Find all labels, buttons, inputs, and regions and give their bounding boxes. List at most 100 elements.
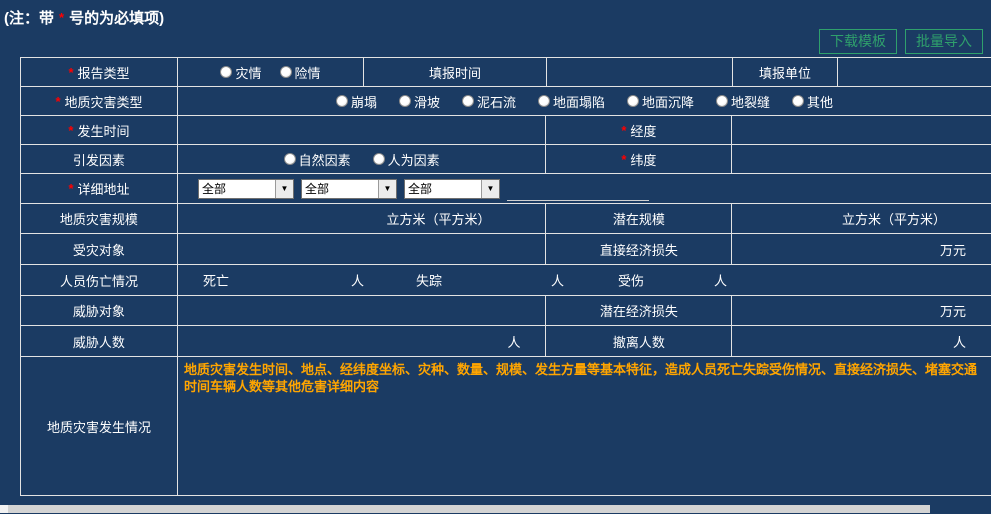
required-asterisk: * [621,122,627,138]
address-controls-cell: 全部 ▼ 全部 ▼ 全部 ▼ [178,174,991,203]
province-select[interactable]: 全部 ▼ [198,178,294,199]
affected-object-value-cell[interactable] [178,234,547,264]
scrollbar-corner [0,505,8,513]
latitude-label-cell: * 纬度 [546,145,733,173]
address-label-cell: * 详细地址 [21,174,178,203]
evacuated-count-unit: 人 [952,334,966,350]
row-trigger-factor: 引发因素 自然因素 人为因素 * 纬度 [21,145,991,174]
radio-icon[interactable] [335,95,348,107]
fill-time-label-cell: 填报时间 [364,58,547,86]
radio-option-natural[interactable]: 自然因素 [283,150,351,169]
longitude-label: 经度 [630,123,657,139]
note-suffix: 号的为必填项) [69,10,165,27]
radio-option-debris-flow[interactable]: 泥石流 [461,92,516,111]
radio-label: 地面沉降 [642,94,695,110]
radio-label: 滑坡 [413,94,440,110]
disaster-scale-value-cell[interactable]: 立方米（平方米） [178,204,547,233]
radio-icon[interactable] [220,66,233,78]
radio-icon[interactable] [716,95,729,107]
radio-label: 地面塌陷 [552,94,605,110]
radio-option-human[interactable]: 人为因素 [372,150,440,169]
occurrence-hint-text: 地质灾害发生时间、地点、经纬度坐标、灾种、数量、规模、发生方量等基本特征，造成人… [184,362,978,394]
potential-loss-value-cell[interactable]: 万元 [732,296,991,325]
report-form-table: * 报告类型 灾情 险情 填报时间 填报单位 [20,57,991,496]
county-select[interactable]: 全部 ▼ [404,178,500,199]
evacuated-count-label: 撤离人数 [612,334,665,350]
threat-count-value-cell[interactable]: 人 [178,326,547,356]
radio-option-danger[interactable]: 险情 [279,63,321,82]
horizontal-scrollbar[interactable] [8,505,930,513]
row-address: * 详细地址 全部 ▼ 全部 ▼ 全部 ▼ [21,174,991,204]
required-fields-note: (注：带 * 号的为必填项) [4,7,164,28]
evacuated-count-value-cell[interactable]: 人 [732,326,991,356]
radio-label: 地裂缝 [731,94,771,110]
radio-option-collapse[interactable]: 崩塌 [335,92,377,111]
threat-object-value-cell[interactable] [178,296,547,325]
row-casualties: 人员伤亡情况 死亡 人 失踪 人 受伤 人 [21,265,991,296]
address-detail-input[interactable] [507,182,649,201]
evacuated-count-label-cell: 撤离人数 [546,326,733,356]
fill-unit-label: 填报单位 [758,65,811,81]
download-template-button[interactable]: 下载模板 [819,29,897,54]
row-disaster-type: * 地质灾害类型 崩塌 滑坡 泥石流 地面塌陷 [21,87,991,116]
chevron-down-icon: ▼ [275,179,293,198]
required-asterisk: * [68,122,74,138]
row-threat-object: 威胁对象 潜在经济损失 万元 [21,296,991,326]
toolbar: 下载模板 批量导入 [819,29,983,54]
potential-scale-label: 潜在规模 [612,212,665,227]
occur-time-label-cell: * 发生时间 [21,116,178,144]
radio-icon[interactable] [792,95,805,107]
affected-object-label-cell: 受灾对象 [21,234,178,264]
radio-option-other[interactable]: 其他 [792,92,833,111]
potential-scale-label-cell: 潜在规模 [546,204,733,233]
disaster-type-label: 地质灾害类型 [64,94,143,110]
occurrence-textarea-cell[interactable]: 地质灾害发生时间、地点、经纬度坐标、灾种、数量、规模、发生方量等基本特征，造成人… [178,357,991,495]
radio-option-disaster[interactable]: 灾情 [220,63,262,82]
row-threat-count: 威胁人数 人 撤离人数 人 [21,326,991,357]
city-select[interactable]: 全部 ▼ [301,178,397,199]
radio-icon[interactable] [537,95,550,107]
occurrence-label-cell: 地质灾害发生情况 [21,357,178,495]
occur-time-value-cell[interactable] [178,116,547,144]
radio-icon[interactable] [461,95,474,107]
latitude-value-cell[interactable] [732,145,991,173]
radio-label: 其他 [807,94,834,110]
radio-option-ground-fissure[interactable]: 地裂缝 [716,92,770,111]
radio-option-ground-collapse[interactable]: 地面塌陷 [537,92,605,111]
radio-icon[interactable] [398,95,411,107]
potential-scale-value-cell[interactable]: 立方米（平方米） [732,204,991,233]
radio-label: 崩塌 [350,94,377,110]
select-value: 全部 [202,182,227,196]
radio-label: 险情 [294,65,321,81]
radio-icon[interactable] [372,153,385,165]
radio-option-landslide[interactable]: 滑坡 [398,92,440,111]
disaster-scale-label-cell: 地质灾害规模 [21,204,178,233]
casualties-fields-cell[interactable]: 死亡 人 失踪 人 受伤 人 [178,265,991,295]
fill-unit-value-cell[interactable] [838,58,991,86]
occur-time-label: 发生时间 [77,123,130,139]
longitude-value-cell[interactable] [732,116,991,144]
potential-loss-label: 潜在经济损失 [599,304,678,319]
radio-option-ground-subsidence[interactable]: 地面沉降 [627,92,694,111]
batch-import-button[interactable]: 批量导入 [905,29,983,54]
fill-time-value-cell[interactable] [547,58,733,86]
injured-label: 受伤 [618,273,645,289]
required-asterisk: * [68,181,74,196]
radio-label: 人为因素 [387,152,440,168]
threat-object-label-cell: 威胁对象 [21,296,178,325]
required-asterisk: * [55,93,61,109]
radio-icon[interactable] [627,95,639,107]
fill-time-label: 填报时间 [428,65,481,81]
radio-icon[interactable] [279,66,292,78]
chevron-down-icon: ▼ [481,179,499,198]
threat-count-label: 威胁人数 [72,334,125,350]
potential-scale-unit: 立方米（平方米） [841,212,946,227]
direct-loss-label: 直接经济损失 [599,242,678,258]
threat-count-label-cell: 威胁人数 [21,326,178,356]
direct-loss-value-cell[interactable]: 万元 [732,234,991,264]
radio-icon[interactable] [283,153,296,165]
chevron-down-icon: ▼ [378,179,396,198]
affected-object-label: 受灾对象 [72,242,125,258]
report-type-options-cell: 灾情 险情 [178,58,364,86]
trigger-factor-options-cell: 自然因素 人为因素 [178,145,547,173]
